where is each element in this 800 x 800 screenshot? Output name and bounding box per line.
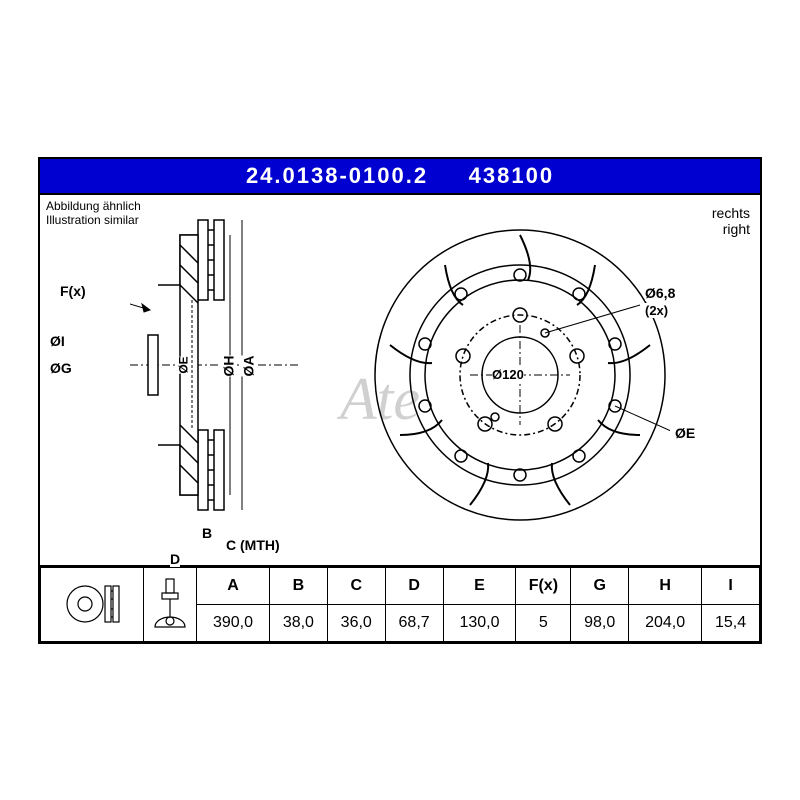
label-pin-qty: (2x) bbox=[645, 303, 668, 318]
col-G: G bbox=[571, 567, 629, 604]
label-oE-front: ØE bbox=[675, 425, 695, 441]
val-F: 5 bbox=[516, 604, 571, 641]
table-header-row: A B C D E F(x) G H I bbox=[41, 567, 760, 604]
disc-icon bbox=[57, 579, 127, 629]
icon-bolt-cell bbox=[144, 567, 197, 641]
col-B: B bbox=[269, 567, 327, 604]
label-B: B bbox=[202, 525, 212, 541]
front-view: Ø120 Ø6,8 (2x) ØE bbox=[370, 225, 670, 525]
side-section-view: F(x) ØI ØG ØE ØH ØA B C (MTH) D bbox=[130, 215, 300, 515]
drawing-sheet: 24.0138-0100.2 438100 Abbildung ähnlich … bbox=[38, 157, 762, 644]
col-C: C bbox=[327, 567, 385, 604]
label-oA: ØA bbox=[241, 355, 257, 376]
label-center-dia: Ø120 bbox=[492, 367, 524, 382]
col-H: H bbox=[629, 567, 702, 604]
val-G: 98,0 bbox=[571, 604, 629, 641]
note-side-en: right bbox=[723, 221, 750, 237]
col-E: E bbox=[443, 567, 516, 604]
col-D: D bbox=[385, 567, 443, 604]
label-C: C (MTH) bbox=[226, 537, 280, 553]
val-E: 130,0 bbox=[443, 604, 516, 641]
label-pin-dia: Ø6,8 bbox=[645, 285, 675, 301]
label-oE-side: ØE bbox=[177, 356, 191, 373]
diagram-area: Abbildung ähnlich Illustration similar r… bbox=[40, 195, 760, 567]
val-C: 36,0 bbox=[327, 604, 385, 641]
val-D: 68,7 bbox=[385, 604, 443, 641]
icon-disc-cell bbox=[41, 567, 144, 641]
val-I: 15,4 bbox=[702, 604, 760, 641]
val-A: 390,0 bbox=[197, 604, 270, 641]
note-similar: Abbildung ähnlich Illustration similar bbox=[46, 199, 141, 228]
label-D: D bbox=[170, 551, 180, 567]
col-F: F(x) bbox=[516, 567, 571, 604]
val-H: 204,0 bbox=[629, 604, 702, 641]
note-similar-de: Abbildung ähnlich bbox=[46, 199, 141, 213]
col-A: A bbox=[197, 567, 270, 604]
short-number: 438100 bbox=[469, 163, 554, 188]
side-svg bbox=[130, 215, 300, 515]
note-similar-en: Illustration similar bbox=[46, 213, 139, 227]
note-side: rechts right bbox=[712, 205, 750, 239]
col-I: I bbox=[702, 567, 760, 604]
note-side-de: rechts bbox=[712, 205, 750, 221]
header-bar: 24.0138-0100.2 438100 bbox=[40, 159, 760, 195]
label-Fx: F(x) bbox=[60, 283, 86, 299]
label-oI: ØI bbox=[50, 333, 65, 349]
label-oG: ØG bbox=[50, 360, 72, 376]
bolt-icon bbox=[150, 577, 190, 632]
part-number: 24.0138-0100.2 bbox=[246, 163, 428, 188]
val-B: 38,0 bbox=[269, 604, 327, 641]
label-oH: ØH bbox=[221, 355, 237, 376]
specs-table: A B C D E F(x) G H I 390,0 38,0 36,0 68,… bbox=[40, 567, 760, 642]
